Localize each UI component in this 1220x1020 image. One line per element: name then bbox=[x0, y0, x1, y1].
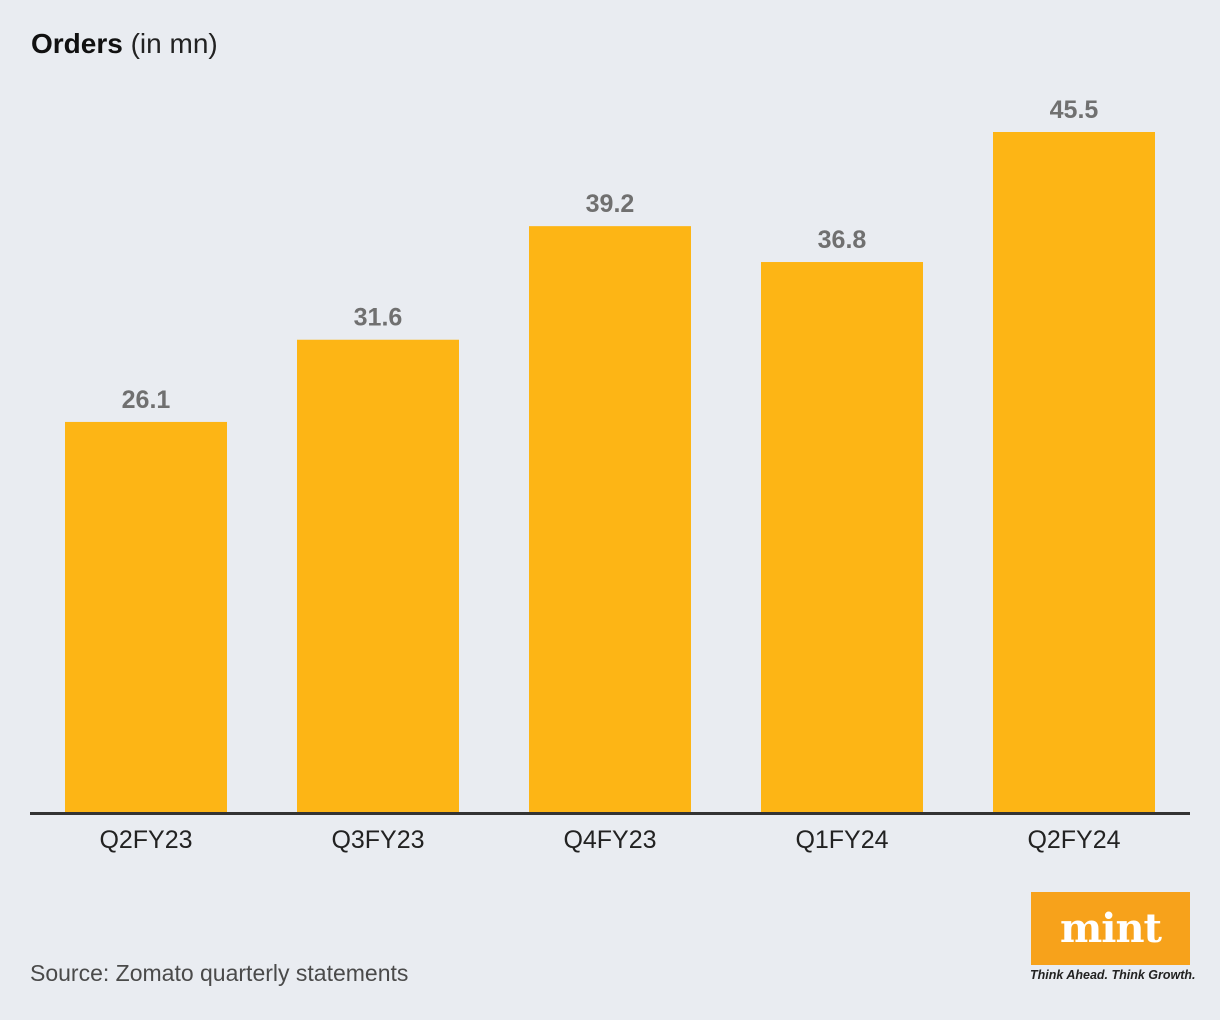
bar-Q1FY24 bbox=[761, 262, 923, 812]
logo-wordmark: mint bbox=[1059, 905, 1162, 952]
chart-title: Orders (in mn) bbox=[31, 28, 218, 60]
data-label-Q3FY23: 31.6 bbox=[354, 304, 403, 332]
chart-title-main: Orders bbox=[31, 28, 123, 59]
data-label-Q2FY24: 45.5 bbox=[1050, 96, 1099, 124]
x-tick-label-Q3FY23: Q3FY23 bbox=[331, 826, 424, 854]
bar-Q2FY24 bbox=[993, 132, 1155, 812]
logo-tagline: Think Ahead. Think Growth. bbox=[1030, 968, 1196, 982]
chart-title-unit: (in mn) bbox=[130, 28, 218, 59]
bar-Q3FY23 bbox=[297, 339, 459, 812]
bar-Q4FY23 bbox=[529, 226, 691, 813]
bar-Q2FY23 bbox=[65, 421, 227, 812]
data-label-Q1FY24: 36.8 bbox=[818, 226, 867, 254]
x-tick-label-Q2FY23: Q2FY23 bbox=[99, 826, 192, 854]
bar-chart: 26.1 Q2FY23 31.6 Q3FY23 39.2 Q4FY23 36.8 Q1FY24… bbox=[30, 96, 1190, 854]
data-label-Q2FY23: 26.1 bbox=[122, 386, 171, 414]
data-label-Q4FY23: 39.2 bbox=[586, 190, 635, 218]
x-tick-label-Q1FY24: Q1FY24 bbox=[795, 826, 888, 854]
mint-logo: mint bbox=[1031, 892, 1190, 965]
source-note: Source: Zomato quarterly statements bbox=[30, 960, 409, 986]
x-tick-label-Q4FY23: Q4FY23 bbox=[563, 826, 656, 854]
x-tick-label-Q2FY24: Q2FY24 bbox=[1027, 826, 1120, 854]
